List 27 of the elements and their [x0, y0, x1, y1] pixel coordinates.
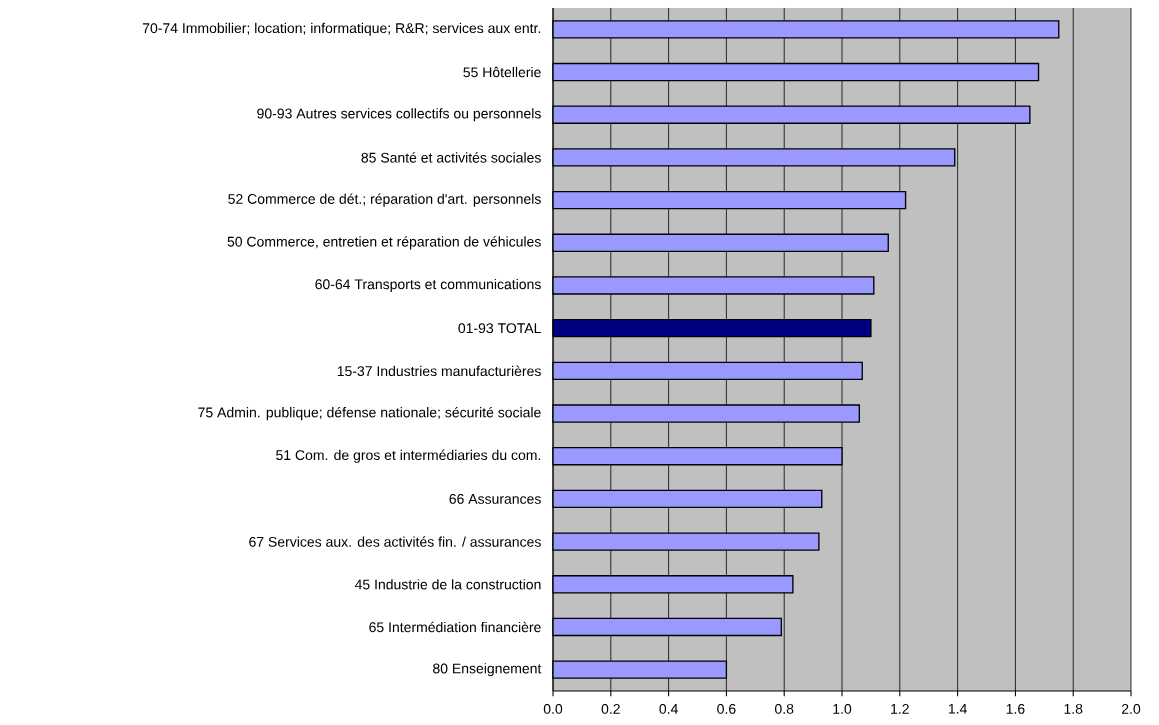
y-tick-label: 67 Services aux. des activités fin. / assurances [249, 536, 541, 547]
x-tick-label: 0.2 [601, 703, 620, 714]
y-tick-label: 65 Intermédiation financière [369, 621, 541, 633]
y-tick-label: 70-74 Immobilier; location; informatique; R&R; services aux entr. [142, 22, 541, 36]
y-tick-label: 66 Assurances [449, 493, 541, 504]
y-tick-label: 01-93 TOTAL [458, 323, 541, 334]
y-tick-label: 45 Industrie de la construction [354, 579, 541, 590]
x-tick-label: 2.0 [1121, 703, 1141, 714]
x-tick-label: 0.0 [543, 703, 563, 714]
y-tick-label: 52 Commerce de dét.; réparation d'art. personnels [228, 193, 541, 207]
x-tick-label: 0.6 [717, 703, 736, 714]
x-tick-label: 1.2 [891, 703, 909, 714]
y-tick-label: 80 Enseignement [433, 663, 542, 677]
x-tick-label: 0.8 [775, 703, 794, 714]
x-tick-label: 1.8 [1064, 703, 1083, 714]
y-tick-label: 85 Santé et activités sociales [361, 152, 541, 163]
y-tick-label: 75 Admin. publique; défense nationale; sécurité sociale [198, 406, 541, 421]
y-tick-label: 50 Commerce, entretien et réparation de véhicules [227, 236, 541, 250]
x-tick-label: 0.4 [659, 703, 678, 714]
y-tick-label: 15-37 Industries manufacturières [337, 365, 541, 377]
x-tick-label: 1.4 [948, 703, 967, 714]
y-tick-label: 60-64 Transports et communications [315, 278, 541, 292]
y-tick-label: 55 Hôtellerie [463, 66, 541, 78]
y-tick-label: 51 Com. de gros et intermédiaries du com. [276, 449, 541, 463]
y-tick-label: 90-93 Autres services collectifs ou personnels [257, 108, 541, 122]
x-tick-label: 1.6 [1006, 703, 1025, 714]
x-tick-label: 1.0 [833, 703, 852, 714]
